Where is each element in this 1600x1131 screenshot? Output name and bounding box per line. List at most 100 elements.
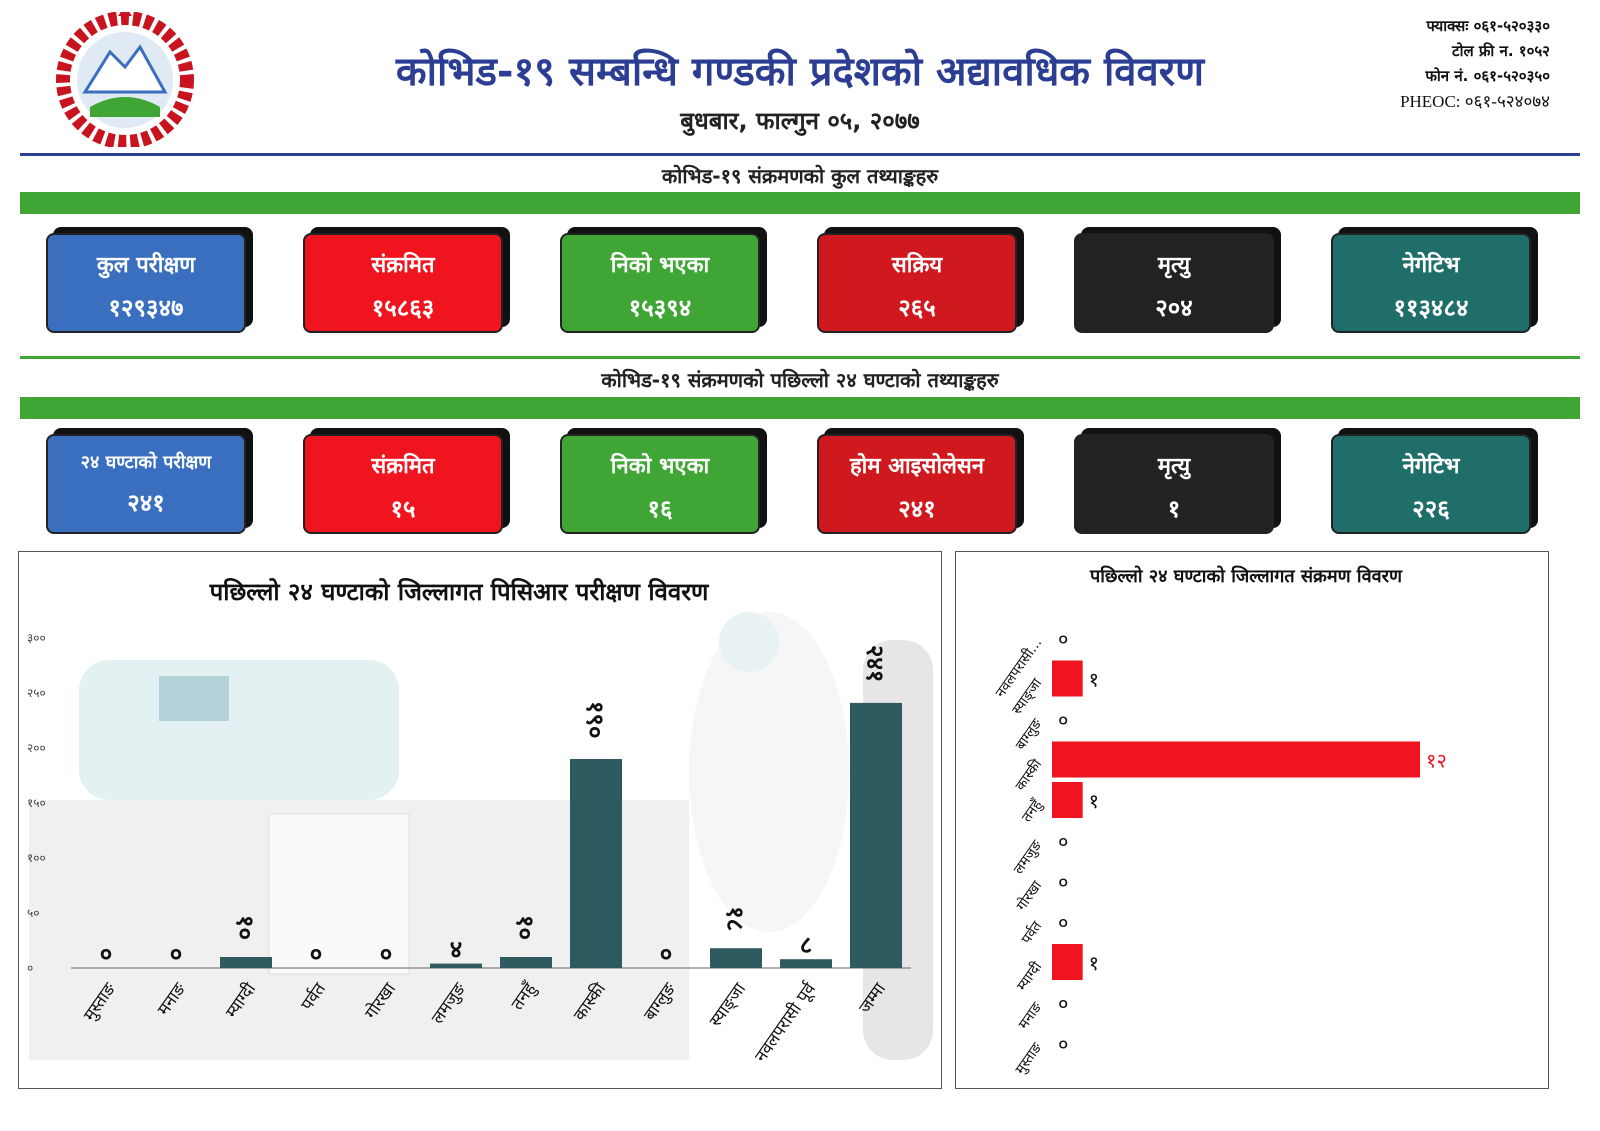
green-band	[20, 192, 1580, 214]
phone: फोन नं. ०६१-५२०३५०	[1425, 67, 1550, 85]
y-tick-label: ३००	[27, 631, 46, 645]
bar	[430, 963, 482, 968]
stat-value: २०४	[1155, 294, 1193, 322]
stat-label: नेगेटिभ	[1402, 454, 1460, 479]
stat-label: होम आइसोलेसन	[849, 454, 985, 479]
page-title: कोभिड-१९ सम्बन्धि गण्डकी प्रदेशको अद्याव…	[395, 49, 1205, 95]
stat-value: १	[1167, 495, 1181, 523]
scientist-head	[719, 612, 779, 672]
toll-free: टोल फ्री न. १०५२	[1452, 42, 1550, 60]
bar	[710, 948, 762, 968]
report-date: बुधबार, फाल्गुन ०५, २०७७	[680, 107, 920, 135]
bar-value-label: ४	[450, 936, 462, 964]
stat-label: संक्रमित	[371, 253, 435, 278]
stat-card: कुल परीक्षण १२९३४७	[46, 233, 246, 333]
stat-card: मृत्यु २०४	[1074, 233, 1274, 333]
stat-value: ११३४८४	[1393, 294, 1469, 322]
bar-value-label: ०	[1058, 830, 1068, 854]
y-tick-label: मनाङ	[1016, 999, 1046, 1033]
bar-value-label: १	[1089, 951, 1099, 975]
fax: फ्याक्सः ०६१-५२०३३०	[1426, 17, 1550, 35]
bar-value-label: ०	[1058, 992, 1068, 1016]
stat-value: २२६	[1412, 495, 1450, 523]
bar-value-label: २४१	[861, 645, 889, 682]
bar-value-label: १	[1089, 668, 1099, 692]
y-tick-label: ५०	[27, 906, 39, 920]
lab-machine-illustration	[79, 660, 399, 800]
y-tick-label: कास्की	[1012, 756, 1046, 794]
stat-label: सक्रिय	[891, 253, 943, 278]
section-divider	[20, 356, 1580, 359]
x-tick-label: स्याङ्जा	[706, 979, 751, 1031]
stat-value: १५३९४	[628, 294, 692, 322]
green-band	[20, 397, 1580, 419]
y-tick-label: ०	[27, 961, 33, 975]
y-tick-label: २५०	[27, 686, 46, 700]
y-tick-label: १५०	[27, 796, 46, 810]
stat-card: संक्रमित १५	[303, 434, 503, 534]
stat-value: २४१	[127, 489, 165, 517]
bar-value-label: १९०	[581, 701, 609, 738]
stat-label: २४ घण्टाको परीक्षण	[80, 452, 212, 473]
stat-value: १२९३४७	[108, 294, 184, 322]
bar-value-label: १०	[231, 915, 259, 940]
lab-machine-screen	[159, 676, 229, 721]
pcr-chart-panel: पछिल्लो २४ घण्टाको जिल्लागत पिसिआर परीक्…	[18, 551, 942, 1089]
bar	[780, 959, 832, 968]
stat-value: १६	[647, 495, 673, 523]
stat-label: निको भएका	[610, 253, 710, 278]
y-tick-label: म्याग्दी	[1013, 958, 1045, 994]
header-divider	[20, 153, 1580, 156]
bar	[1052, 944, 1083, 980]
stat-label: निको भएका	[610, 454, 710, 479]
contact-info: फ्याक्सः ०६१-५२०३३० टोल फ्री न. १०५२ फोन…	[1400, 14, 1550, 114]
stat-label: मृत्यु	[1157, 454, 1191, 479]
day-section-title: कोभिड-१९ संक्रमणको पछिल्लो २४ घण्टाको तथ…	[601, 368, 999, 392]
bar	[220, 957, 272, 968]
stat-label: मृत्यु	[1157, 253, 1191, 278]
bar-value-label: ०	[380, 940, 392, 968]
bar-value-label: १२	[1426, 749, 1447, 773]
stat-value: १५८६३	[371, 294, 435, 322]
bar-value-label: ०	[660, 940, 672, 968]
stat-card: निको भएका १६	[560, 434, 760, 534]
x-tick-label: नवलपरासी पूर्व	[750, 978, 820, 1066]
scientist-illustration	[689, 612, 849, 932]
bar-value-label: १०	[511, 915, 539, 940]
y-tick-label: गोरखा	[1013, 877, 1046, 914]
bar-value-label: ०	[100, 940, 112, 968]
bar-value-label: १	[1089, 789, 1099, 813]
stat-card: नेगेटिभ २२६	[1331, 434, 1531, 534]
stat-label: संक्रमित	[371, 454, 435, 479]
y-tick-label: २००	[27, 741, 46, 755]
nepal-emblem	[50, 6, 200, 149]
chart-title: पछिल्लो २४ घण्टाको जिल्लागत पिसिआर परीक्…	[209, 578, 710, 606]
bar-value-label: ०	[1058, 708, 1068, 732]
y-tick-label: मुस्ताङ	[1012, 1039, 1045, 1077]
total-section-title: कोभिड-१९ संक्रमणको कुल तथ्याङ्कहरु	[661, 164, 939, 188]
stat-card: निको भएका १५३९४	[560, 233, 760, 333]
y-tick-label: बाग्लुङ	[1013, 715, 1046, 753]
bar-value-label: ०	[1058, 1032, 1068, 1056]
stat-card: सक्रिय २६५	[817, 233, 1017, 333]
bar	[500, 957, 552, 968]
bar	[1052, 660, 1083, 697]
stat-card: २४ घण्टाको परीक्षण २४१	[46, 434, 246, 534]
bar-value-label: १८	[721, 906, 749, 931]
y-tick-label: पर्वत	[1018, 917, 1046, 947]
stat-value: २४१	[898, 495, 936, 523]
stat-label: कुल परीक्षण	[96, 253, 196, 278]
bar-value-label: ८	[800, 931, 812, 959]
bar-value-label: ०	[1058, 627, 1068, 651]
stat-card: नेगेटिभ ११३४८४	[1331, 233, 1531, 333]
infection-chart-panel: पछिल्लो २४ घण्टाको जिल्लागत संक्रमण विवर…	[955, 551, 1549, 1089]
stat-value: १५	[390, 495, 416, 523]
bar-value-label: ०	[1058, 911, 1068, 935]
bar	[850, 702, 902, 968]
stat-card: होम आइसोलेसन २४१	[817, 434, 1017, 534]
bar	[1052, 782, 1083, 818]
bar-value-label: ०	[310, 940, 322, 968]
chart-title: पछिल्लो २४ घण्टाको जिल्लागत संक्रमण विवर…	[1089, 565, 1403, 587]
bar-value-label: ०	[170, 940, 182, 968]
stat-card: मृत्यु १	[1074, 434, 1274, 534]
